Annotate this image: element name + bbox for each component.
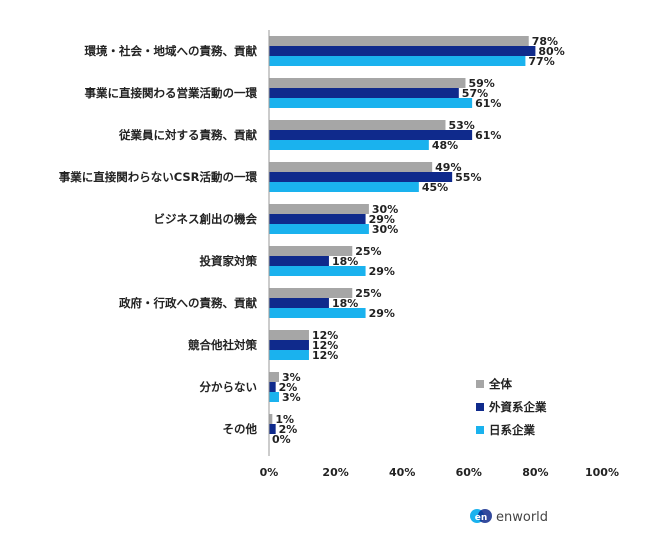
category-label: 環境・社会・地域への責務、貢献 [85, 44, 258, 58]
value-label: 30% [372, 203, 398, 216]
value-label: 2% [279, 381, 298, 394]
category-label: その他 [223, 422, 258, 436]
bar [269, 372, 279, 382]
bar [269, 246, 353, 256]
value-label: 25% [355, 287, 381, 300]
bar [269, 56, 526, 66]
enworld-logo: en enworld [470, 509, 548, 525]
value-label: 3% [282, 391, 301, 404]
bar [269, 224, 369, 234]
value-label: 59% [468, 77, 494, 90]
value-label: 80% [538, 45, 564, 58]
value-label: 77% [528, 55, 554, 68]
category-labels: 環境・社会・地域への責務、貢献事業に直接関わる営業活動の一環従業員に対する責務、… [59, 44, 258, 436]
value-label: 49% [435, 161, 461, 174]
bar [269, 172, 453, 182]
value-label: 57% [462, 87, 488, 100]
value-label: 61% [475, 129, 501, 142]
bar [269, 214, 366, 224]
bar [269, 330, 309, 340]
bar [269, 308, 366, 318]
bar [269, 140, 429, 150]
bar [269, 424, 276, 434]
legend-swatch [476, 380, 484, 388]
value-label: 48% [432, 139, 458, 152]
value-label: 29% [369, 213, 395, 226]
x-tick-label: 20% [322, 466, 348, 479]
legend-label: 外資系企業 [488, 400, 547, 414]
category-label: 分からない [200, 380, 258, 394]
bar [269, 36, 529, 46]
value-label: 18% [332, 297, 358, 310]
category-label: 従業員に対する責務、貢献 [118, 128, 257, 142]
bar [269, 266, 366, 276]
bars [269, 36, 536, 434]
bar [269, 350, 309, 360]
bar [269, 340, 309, 350]
bar [269, 130, 473, 140]
x-tick-label: 40% [389, 466, 415, 479]
value-label: 1% [275, 413, 294, 426]
value-label: 12% [312, 349, 338, 362]
x-tick-label: 60% [456, 466, 482, 479]
bar [269, 298, 329, 308]
x-tick-label: 80% [522, 466, 548, 479]
value-label: 0% [272, 433, 291, 446]
bar [269, 162, 433, 172]
value-label: 53% [448, 119, 474, 132]
bar [269, 78, 466, 88]
bar [269, 288, 353, 298]
value-label: 18% [332, 255, 358, 268]
value-label: 12% [312, 339, 338, 352]
bar [269, 392, 279, 402]
value-label: 25% [355, 245, 381, 258]
value-label: 78% [532, 35, 558, 48]
value-label: 3% [282, 371, 301, 384]
value-label: 45% [422, 181, 448, 194]
category-label: 競合他社対策 [188, 338, 257, 352]
bar [269, 120, 446, 130]
bar [269, 256, 329, 266]
category-label: 事業に直接関わる営業活動の一環 [85, 86, 258, 100]
bar [269, 46, 536, 56]
logo-mark: en [475, 513, 488, 523]
bar [269, 98, 473, 108]
category-label: 事業に直接関わらないCSR活動の一環 [59, 170, 258, 184]
category-label: 投資家対策 [200, 254, 258, 268]
logo-text: enworld [496, 510, 548, 525]
bar [269, 88, 459, 98]
bar [269, 204, 369, 214]
bar [269, 414, 273, 424]
x-tick-label: 100% [585, 466, 619, 479]
x-tick-label: 0% [260, 466, 279, 479]
legend-label: 全体 [488, 377, 512, 391]
legend-label: 日系企業 [489, 423, 535, 437]
category-label: 政府・行政への責務、貢献 [119, 296, 257, 310]
logo-mark-circle-2 [478, 509, 492, 523]
value-label: 61% [475, 97, 501, 110]
value-label: 55% [455, 171, 481, 184]
value-label: 12% [312, 329, 338, 342]
value-label: 29% [369, 307, 395, 320]
legend-swatch [476, 403, 484, 411]
value-labels: 78%80%77%59%57%61%53%61%48%49%55%45%30%2… [272, 35, 565, 446]
value-label: 30% [372, 223, 398, 236]
bar [269, 182, 419, 192]
bar [269, 382, 276, 392]
value-label: 29% [369, 265, 395, 278]
value-label: 2% [279, 423, 298, 436]
legend-swatch [476, 426, 484, 434]
category-label: ビジネス創出の機会 [154, 212, 258, 226]
x-axis-ticks: 0% 20% 40% 60% 80% 100% [260, 466, 619, 479]
